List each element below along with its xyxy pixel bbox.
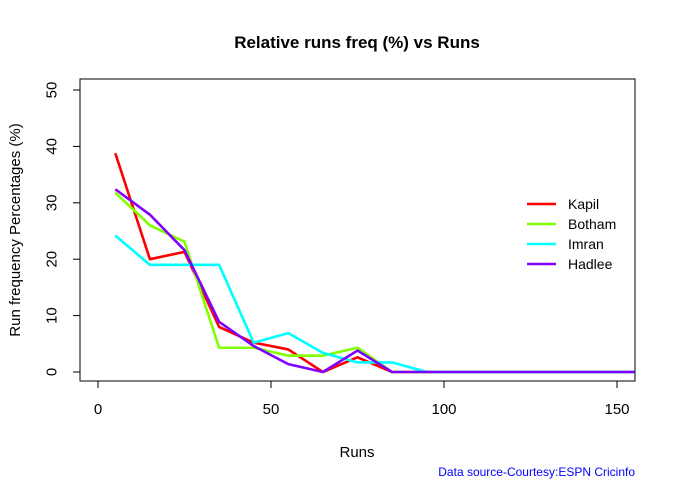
y-tick-label: 30 [44, 194, 61, 211]
series-line-botham [114, 191, 635, 374]
y-tick-label: 10 [44, 307, 61, 324]
legend-label-imran: Imran [568, 236, 604, 252]
legend-label-botham: Botham [568, 216, 616, 232]
x-axis-label: Runs [339, 444, 374, 461]
x-axis: 0 50 100 150 [94, 380, 630, 418]
legend: Kapil Botham Imran Hadlee [527, 196, 616, 272]
x-tick-label: 100 [431, 401, 456, 418]
series-line-kapil [114, 152, 635, 374]
y-axis-label: Run frequency Percentages (%) [7, 123, 24, 336]
source-note: Data source-Courtesy:ESPN Cricinfo [438, 465, 635, 479]
series-line-hadlee [114, 188, 635, 374]
y-tick-label: 0 [44, 368, 61, 376]
legend-label-kapil: Kapil [568, 196, 599, 212]
x-tick-label: 50 [263, 401, 280, 418]
series-lines [114, 152, 635, 374]
y-tick-label: 20 [44, 251, 61, 268]
chart-title: Relative runs freq (%) vs Runs [234, 33, 480, 52]
x-tick-label: 150 [604, 401, 629, 418]
series-line-imran [114, 234, 635, 374]
y-axis: 0 10 20 30 40 50 [44, 82, 81, 376]
y-tick-label: 50 [44, 82, 61, 99]
x-tick-label: 0 [94, 401, 102, 418]
y-tick-label: 40 [44, 138, 61, 155]
legend-label-hadlee: Hadlee [568, 256, 613, 272]
